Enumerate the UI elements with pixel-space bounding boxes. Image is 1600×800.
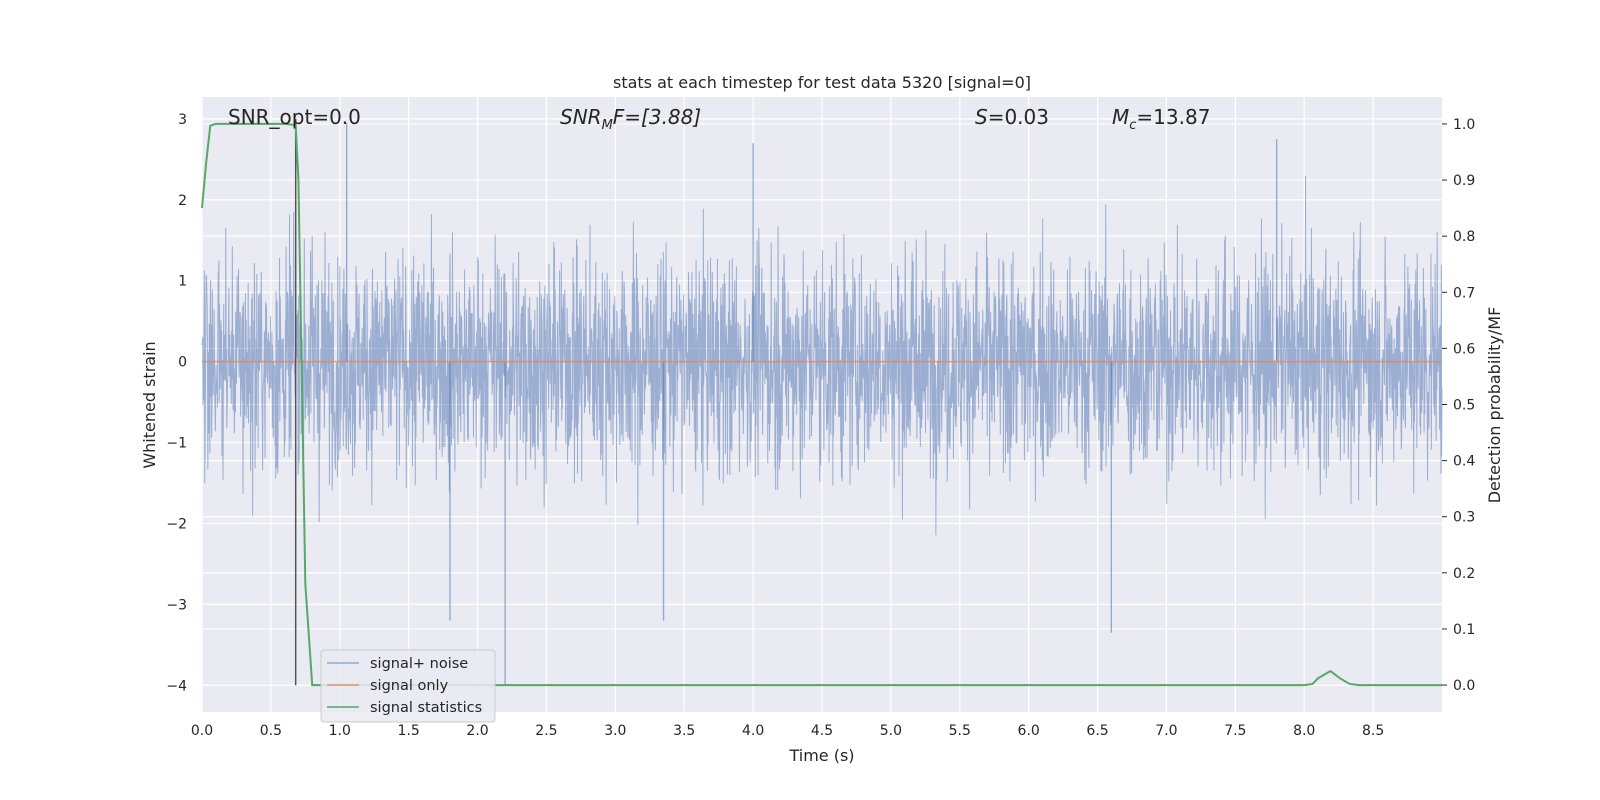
y-tick-label-right: 0.2 xyxy=(1453,566,1475,582)
y-tick-label-left: 3 xyxy=(178,112,187,128)
legend-label-noise: signal+ noise xyxy=(370,656,468,672)
y-tick-label-right: 0.3 xyxy=(1453,510,1475,526)
y-axis-label-left: Whitened strain xyxy=(140,341,159,468)
y-tick-label-left: 0 xyxy=(178,355,187,371)
legend: signal+ noise signal only signal statist… xyxy=(320,649,496,723)
y-tick-label-right: 0.5 xyxy=(1453,398,1475,414)
x-tick-label: 7.5 xyxy=(1224,723,1246,739)
x-tick-label: 8.5 xyxy=(1362,723,1384,739)
y-tick-label-left: −2 xyxy=(166,516,187,532)
x-tick-label: 2.0 xyxy=(466,723,488,739)
annotation-mc: Mc=13.87 xyxy=(1112,105,1210,133)
x-tick-label: 5.5 xyxy=(949,723,971,739)
x-tick-label: 5.0 xyxy=(880,723,902,739)
x-tick-label: 3.5 xyxy=(673,723,695,739)
y-tick-label-left: 1 xyxy=(178,274,187,290)
legend-box xyxy=(320,649,496,723)
y-tick-label-right: 0.0 xyxy=(1453,678,1475,694)
y-tick-label-right: 0.7 xyxy=(1453,285,1475,301)
x-tick-label: 2.5 xyxy=(535,723,557,739)
y-tick-label-right: 0.4 xyxy=(1453,454,1475,470)
noise-series xyxy=(201,122,1443,686)
x-tick-label: 4.0 xyxy=(742,723,764,739)
annotation-snr-mf: SNRMF=[3.88] xyxy=(560,105,701,133)
series-signal-statistics xyxy=(201,122,1442,687)
x-tick-label: 1.5 xyxy=(398,723,420,739)
x-tick-label: 6.0 xyxy=(1018,723,1040,739)
y-tick-label-left: −3 xyxy=(166,597,187,613)
y-tick-label-right: 0.9 xyxy=(1453,173,1475,189)
x-tick-label: 3.0 xyxy=(604,723,626,739)
y-tick-label-left: −4 xyxy=(166,678,187,694)
chart-title: stats at each timestep for test data 532… xyxy=(613,73,1031,92)
x-axis-label: Time (s) xyxy=(788,746,854,765)
right-y-axis-ticks: 1.0 0.9 0.8 0.7 0.6 0.5 0.4 0.3 0.2 0.1 0.0 xyxy=(1442,117,1475,694)
y-tick-label-left: 2 xyxy=(178,193,187,209)
annotation-s: S=0.03 xyxy=(975,105,1049,129)
legend-label-statistics: signal statistics xyxy=(370,700,482,716)
x-tick-label: 4.5 xyxy=(811,723,833,739)
y-tick-label-right: 0.8 xyxy=(1453,229,1475,245)
annotation-snr-opt: SNR_opt=0.0 xyxy=(228,105,361,129)
line-series xyxy=(201,118,1442,687)
x-tick-label: 0.5 xyxy=(260,723,282,739)
x-tick-label: 7.0 xyxy=(1155,723,1177,739)
left-y-axis-ticks: 3 2 1 0 −1 −2 −3 −4 xyxy=(166,112,187,694)
y-tick-label-right: 0.1 xyxy=(1453,622,1475,638)
x-axis-ticks: 0.0 0.5 1.0 1.5 2.0 2.5 3.0 3.5 4.0 4.5 5.0 5.5 6.0 6… xyxy=(191,723,1384,739)
y-axis-label-right: Detection probability/MF xyxy=(1485,307,1504,504)
x-tick-label: 6.5 xyxy=(1086,723,1108,739)
x-tick-label: 1.0 xyxy=(329,723,351,739)
series-signal-plus-noise xyxy=(201,175,1443,536)
legend-label-signal: signal only xyxy=(370,678,449,694)
y-tick-label-right: 0.6 xyxy=(1453,341,1475,357)
y-tick-label-right: 1.0 xyxy=(1453,117,1475,133)
y-tick-label-left: −1 xyxy=(166,436,187,452)
x-tick-label: 0.0 xyxy=(191,723,213,739)
x-tick-label: 8.0 xyxy=(1293,723,1315,739)
